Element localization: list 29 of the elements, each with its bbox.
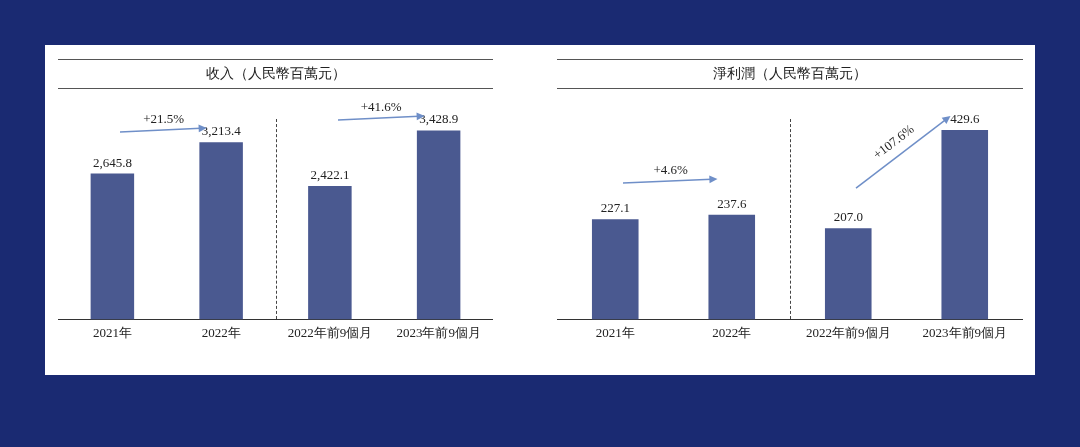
x-tick-label: 2022年 (201, 324, 241, 340)
bar (199, 142, 243, 320)
chart-title: 淨利潤（人民幣百萬元） (557, 59, 1023, 89)
text: +41.6% (360, 99, 402, 116)
bar (708, 214, 756, 320)
x-tick-label: 2022年前9個月 (287, 324, 373, 340)
data-label: 3,213.4 (201, 123, 242, 139)
data-label: 207.0 (833, 209, 863, 225)
x-tick-label: 2022年 (712, 324, 752, 340)
x-tick-label: 2021年 (595, 324, 635, 340)
bar (308, 185, 352, 320)
data-label: 429.6 (950, 110, 980, 126)
x-tick-label: 2022年前9個月 (806, 324, 891, 340)
annotation: +4.6% (653, 162, 688, 179)
chart-title: 收入（人民幣百萬元） (58, 59, 493, 89)
data-label: 2,645.8 (92, 154, 132, 170)
data-label: 227.1 (600, 200, 630, 216)
bar (90, 173, 135, 320)
bar (591, 219, 639, 320)
data-label: 237.6 (717, 195, 747, 211)
text: +21.5% (143, 111, 185, 128)
data-label: 3,428.9 (419, 111, 459, 127)
data-label: 2,422.1 (310, 166, 350, 182)
x-tick-label: 2023年前9個月 (922, 324, 1007, 340)
bar (416, 130, 461, 320)
x-tick-label: 2021年 (92, 324, 132, 340)
x-tick-label: 2023年前9個月 (396, 324, 481, 340)
bar (941, 130, 989, 320)
bar (824, 228, 872, 320)
